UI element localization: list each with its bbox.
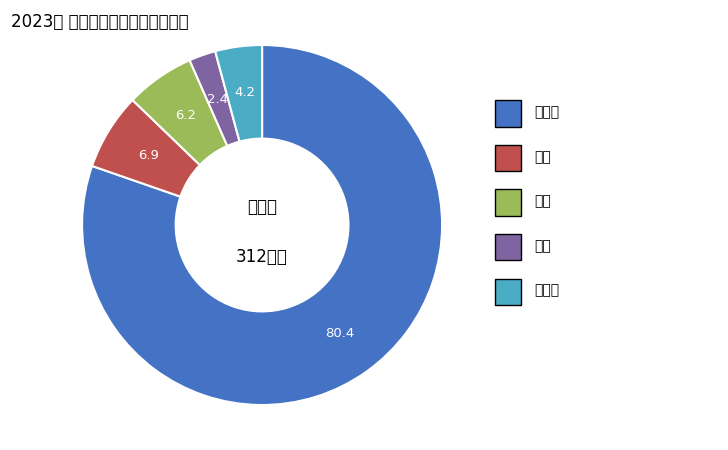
Text: 80.4: 80.4 xyxy=(325,327,354,340)
FancyBboxPatch shape xyxy=(495,234,521,260)
Text: その他: その他 xyxy=(534,284,560,298)
Text: インド: インド xyxy=(534,105,560,120)
FancyBboxPatch shape xyxy=(495,145,521,171)
Wedge shape xyxy=(82,45,442,405)
Text: 312億円: 312億円 xyxy=(236,248,288,266)
Text: 4.2: 4.2 xyxy=(234,86,255,99)
Text: 総　額: 総 額 xyxy=(247,198,277,216)
FancyBboxPatch shape xyxy=(495,279,521,305)
FancyBboxPatch shape xyxy=(495,189,521,216)
Text: タイ: タイ xyxy=(534,194,551,209)
Text: 米国: 米国 xyxy=(534,150,551,164)
Wedge shape xyxy=(189,51,240,146)
Wedge shape xyxy=(132,60,227,165)
Text: 6.9: 6.9 xyxy=(138,149,159,162)
Wedge shape xyxy=(215,45,262,142)
Text: 英国: 英国 xyxy=(534,239,551,253)
Text: 2023年 輸出相手国のシェア（％）: 2023年 輸出相手国のシェア（％） xyxy=(11,14,189,32)
Text: 2.4: 2.4 xyxy=(207,93,229,106)
Wedge shape xyxy=(92,100,200,197)
Text: 6.2: 6.2 xyxy=(175,109,197,122)
FancyBboxPatch shape xyxy=(495,100,521,127)
